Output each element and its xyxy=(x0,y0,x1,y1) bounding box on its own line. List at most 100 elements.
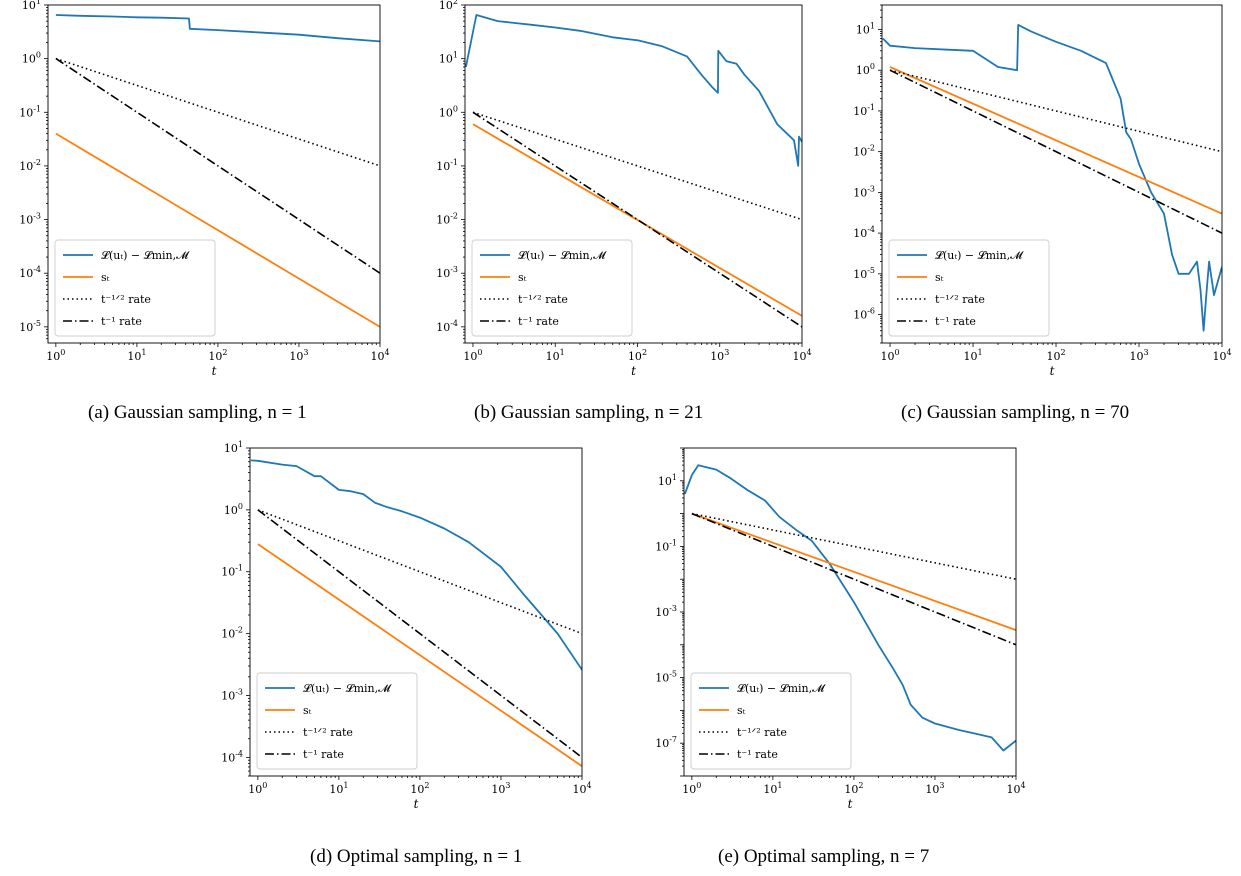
y-tick-label: 10-3 xyxy=(221,687,243,702)
y-tick-label: 10-1 xyxy=(655,538,677,553)
legend-box xyxy=(54,239,216,337)
x-tick-label: 104 xyxy=(792,348,811,363)
y-tick-label: 100 xyxy=(224,502,243,517)
series-line-2 xyxy=(691,512,1016,631)
x-tick-label: 100 xyxy=(463,348,482,363)
y-tick-label: 10-2 xyxy=(19,158,41,173)
x-tick-label: 101 xyxy=(963,348,982,363)
series-line-2 xyxy=(257,543,582,767)
caption-a: (a) Gaussian sampling, n = 1 xyxy=(88,402,307,423)
series-group xyxy=(55,14,380,328)
x-tick-label: 104 xyxy=(572,781,591,796)
x-tick-label: 103 xyxy=(491,781,510,796)
series-line-1 xyxy=(55,14,380,43)
y-tick-label: 10-4 xyxy=(436,319,458,334)
y-tick-label: 10-2 xyxy=(221,626,243,641)
y-tick-label: 10-5 xyxy=(19,319,41,334)
x-tick-label: 102 xyxy=(628,348,647,363)
chart-c: 100 101 102 103 104 10-6 10-5 10-4 10-3 10-2 10-1 1… xyxy=(853,4,1232,378)
series-line-3 xyxy=(257,509,582,635)
series-line-1 xyxy=(250,459,582,671)
series-line-4 xyxy=(55,57,380,274)
legend-box xyxy=(888,239,1050,337)
legend: 𝓛(uₜ) − 𝓛min,𝓜 sₜ t⁻¹ᐟ² rate t⁻¹ rate xyxy=(54,239,216,337)
x-tick-label: 100 xyxy=(46,348,65,363)
legend-label-4: t⁻¹ rate xyxy=(101,315,142,328)
y-tick-label: 10-4 xyxy=(221,749,243,764)
y-tick-label: 10-4 xyxy=(19,265,41,280)
legend-label-2: sₜ xyxy=(737,704,746,717)
x-tick-label: 100 xyxy=(682,781,701,796)
series-line-1 xyxy=(684,464,1016,752)
y-tick-label: 10-4 xyxy=(853,225,875,240)
series-group xyxy=(250,459,582,767)
x-tick-label: 101 xyxy=(763,781,782,796)
legend-label-3: t⁻¹ᐟ² rate xyxy=(101,293,151,306)
caption-e: (e) Optimal sampling, n = 7 xyxy=(718,846,930,867)
x-axis-label: t xyxy=(212,364,217,378)
y-tick-label: 100 xyxy=(22,51,41,66)
series-line-1 xyxy=(465,14,802,167)
y-tick-label: 101 xyxy=(856,22,875,37)
chart-a: 100 101 102 103 104 10-5 10-4 10-3 10-2 10-1 100 10… xyxy=(19,0,389,378)
y-tick-label: 10-3 xyxy=(19,212,41,227)
series-line-3 xyxy=(691,512,1016,580)
legend-label-1: 𝓛(uₜ) − 𝓛min,𝓜 xyxy=(935,249,1024,262)
x-tick-label: 104 xyxy=(1006,781,1025,796)
legend: 𝓛(uₜ) − 𝓛min,𝓜 sₜ t⁻¹ᐟ² rate t⁻¹ rate xyxy=(471,239,633,337)
legend-label-1: 𝓛(uₜ) − 𝓛min,𝓜 xyxy=(737,682,826,695)
x-tick-label: 101 xyxy=(329,781,348,796)
series-group xyxy=(882,23,1222,332)
caption-c: (c) Gaussian sampling, n = 70 xyxy=(901,402,1130,423)
y-tick-label: 102 xyxy=(439,0,458,12)
x-tick-label: 101 xyxy=(127,348,146,363)
legend-label-4: t⁻¹ rate xyxy=(737,748,778,761)
x-axis-label: t xyxy=(631,364,636,378)
y-tick-label: 10-5 xyxy=(853,266,875,281)
x-tick-label: 104 xyxy=(1212,348,1231,363)
y-tick-label: 101 xyxy=(439,51,458,66)
y-tick-label: 10-5 xyxy=(655,670,677,685)
x-tick-label: 101 xyxy=(546,348,565,363)
x-tick-label: 103 xyxy=(289,348,308,363)
y-tick-label: 100 xyxy=(439,104,458,119)
series-line-4 xyxy=(257,509,582,759)
caption-d: (d) Optimal sampling, n = 1 xyxy=(310,846,523,867)
legend-label-3: t⁻¹ᐟ² rate xyxy=(935,293,985,306)
chart-d: 100 101 102 103 104 10-4 10-3 10-2 10-1 100 101 t 𝓛(… xyxy=(221,440,591,811)
legend-label-1: 𝓛(uₜ) − 𝓛min,𝓜 xyxy=(303,682,392,695)
legend-label-2: sₜ xyxy=(935,271,944,284)
y-tick-label: 10-2 xyxy=(436,212,458,227)
x-tick-label: 100 xyxy=(880,348,899,363)
series-group xyxy=(465,14,802,328)
legend-label-2: sₜ xyxy=(518,271,527,284)
series-line-4 xyxy=(889,69,1222,234)
chart-e: 100 101 102 103 104 10-7 10-5 10-3 10-1 101 t 𝓛(uₜ)… xyxy=(655,447,1026,811)
y-tick-label: 10-3 xyxy=(853,184,875,199)
legend-box xyxy=(256,672,418,770)
y-tick-label: 10-1 xyxy=(436,158,458,173)
legend-label-2: sₜ xyxy=(303,704,312,717)
y-tick-label: 10-1 xyxy=(221,564,243,579)
x-tick-label: 102 xyxy=(1046,348,1065,363)
legend-label-3: t⁻¹ᐟ² rate xyxy=(518,293,568,306)
x-tick-label: 100 xyxy=(248,781,267,796)
legend-label-3: t⁻¹ᐟ² rate xyxy=(737,726,787,739)
x-tick-label: 103 xyxy=(925,781,944,796)
y-tick-label: 10-3 xyxy=(436,265,458,280)
series-line-3 xyxy=(889,69,1222,153)
y-tick-label: 10-3 xyxy=(655,604,677,619)
y-tick-label: 101 xyxy=(658,473,677,488)
x-tick-label: 102 xyxy=(844,781,863,796)
legend: 𝓛(uₜ) − 𝓛min,𝓜 sₜ t⁻¹ᐟ² rate t⁻¹ rate xyxy=(256,672,418,770)
chart-b: 100 101 102 103 104 10-4 10-3 10-2 10-1 100 101 102… xyxy=(436,0,811,378)
x-tick-label: 104 xyxy=(370,348,389,363)
y-tick-label: 100 xyxy=(856,62,875,77)
legend-label-4: t⁻¹ rate xyxy=(303,748,344,761)
legend: 𝓛(uₜ) − 𝓛min,𝓜 sₜ t⁻¹ᐟ² rate t⁻¹ rate xyxy=(690,672,852,770)
x-axis-label: t xyxy=(1050,364,1055,378)
legend-label-4: t⁻¹ rate xyxy=(518,315,559,328)
x-axis-label: t xyxy=(848,797,853,811)
y-tick-label: 10-1 xyxy=(853,103,875,118)
